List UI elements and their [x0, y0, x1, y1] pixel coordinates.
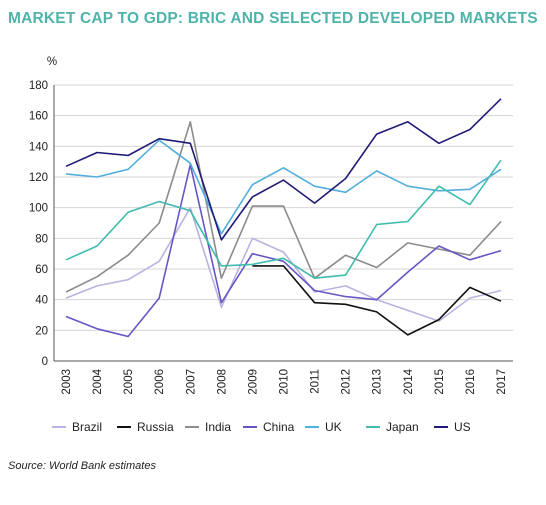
series-line-uk — [65, 139, 502, 235]
x-tick-label: 2003 — [61, 369, 73, 395]
x-tick-label: 2006 — [154, 369, 166, 395]
y-tick-label: 40 — [35, 295, 48, 307]
x-tick-label: 2007 — [185, 369, 197, 395]
y-tick-label: 120 — [29, 172, 48, 184]
legend-item-us: US — [434, 420, 471, 434]
legend-label: China — [263, 420, 295, 434]
legend-label: US — [454, 420, 471, 434]
legend-item-russia: Russia — [117, 420, 174, 434]
x-tick-label: 2011 — [310, 369, 322, 394]
x-tick-label: 2012 — [341, 369, 353, 395]
legend-item-japan: Japan — [366, 420, 419, 434]
grid-lines — [54, 84, 513, 362]
y-tick-label: 80 — [35, 233, 48, 245]
source-note: Source: World Bank estimates — [8, 460, 156, 472]
y-tick-label: 180 — [29, 80, 48, 92]
y-tick-label: 20 — [35, 325, 48, 337]
x-tick-label: 2013 — [372, 369, 384, 395]
legend-label: Russia — [137, 420, 174, 434]
legend-item-india: India — [185, 420, 231, 434]
legend-label: India — [205, 420, 231, 434]
legend-item-uk: UK — [305, 420, 342, 434]
series-lines — [65, 98, 502, 338]
legend-item-china: China — [243, 420, 295, 434]
x-tick-label: 2017 — [496, 369, 508, 395]
y-tick-label: 0 — [42, 356, 48, 368]
legend-item-brazil: Brazil — [52, 420, 102, 434]
y-tick-label: 100 — [29, 203, 48, 215]
x-tick-label: 2016 — [465, 369, 477, 395]
legend-label: Brazil — [72, 420, 102, 434]
x-tick-label: 2010 — [279, 369, 291, 395]
legend-label: UK — [325, 420, 342, 434]
legend: Brazil Russia India China UK Japan US — [52, 420, 471, 434]
x-tick-label: 2014 — [403, 368, 415, 394]
series-line-us — [65, 98, 502, 241]
series-line-brazil — [65, 206, 502, 322]
axes: % 0 20 40 60 80 100 120 140 160 180 2003 2004 2005 200… — [29, 56, 508, 395]
y-tick-label: 160 — [29, 111, 48, 123]
series-line-india — [65, 121, 502, 293]
legend-label: Japan — [386, 420, 419, 434]
y-tick-label: 140 — [29, 141, 48, 153]
y-axis-label: % — [47, 56, 57, 68]
x-tick-label: 2005 — [123, 369, 135, 395]
x-tick-label: 2004 — [92, 368, 104, 394]
x-tick-label: 2015 — [434, 369, 446, 395]
series-line-japan — [65, 159, 502, 279]
y-tick-label: 60 — [35, 264, 48, 276]
series-line-russia — [252, 265, 502, 336]
x-tick-label: 2008 — [216, 369, 228, 395]
x-tick-label: 2009 — [247, 369, 259, 395]
series-line-china — [65, 163, 502, 338]
chart-title: MARKET CAP TO GDP: BRIC AND SELECTED DEV… — [8, 10, 538, 27]
